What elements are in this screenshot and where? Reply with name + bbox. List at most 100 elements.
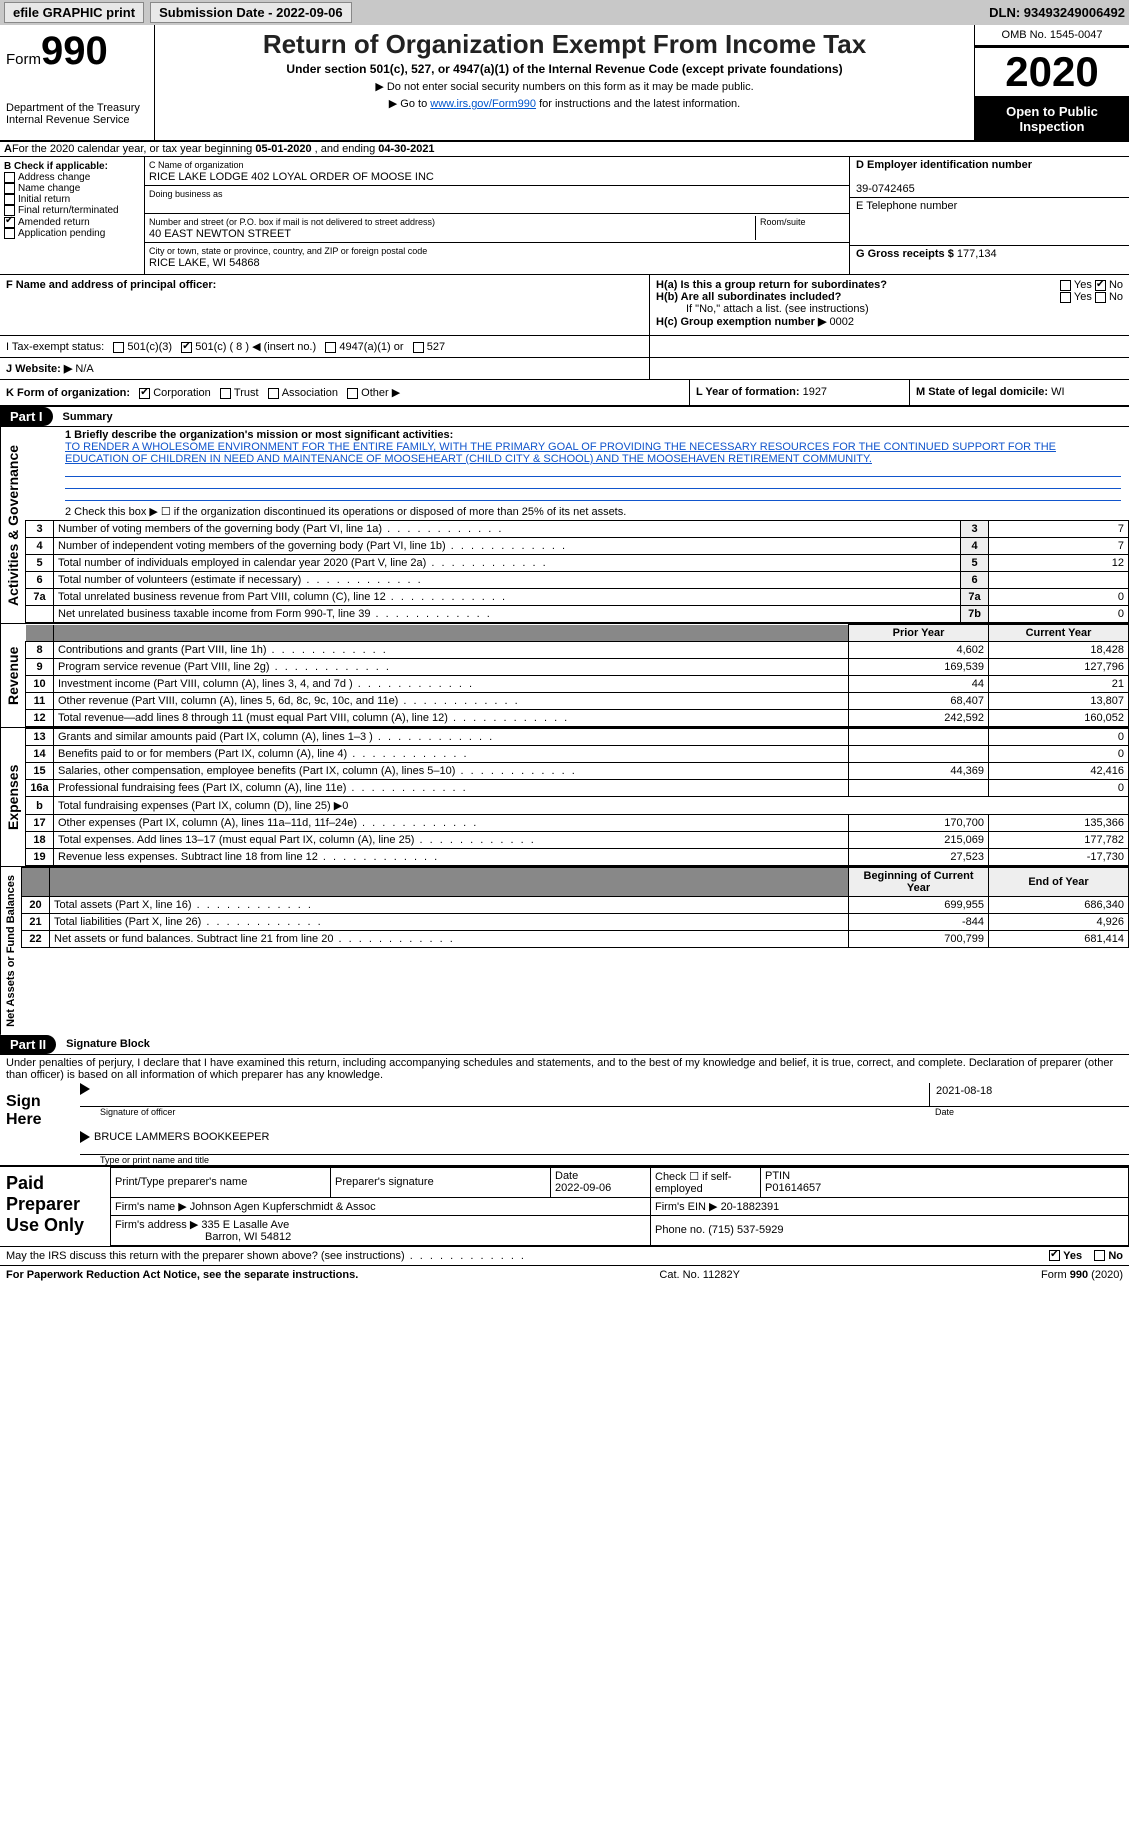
b-checkbox-4[interactable] — [4, 217, 15, 228]
ha-yes-checkbox[interactable] — [1060, 280, 1071, 291]
i-checkbox-0[interactable] — [113, 342, 124, 353]
footer-right: Form 990 (2020) — [1041, 1269, 1123, 1281]
sig-date: 2021-08-18 — [929, 1083, 1129, 1106]
b-checkbox-1[interactable] — [4, 183, 15, 194]
website-value: N/A — [75, 363, 93, 375]
expenses-table: 13Grants and similar amounts paid (Part … — [25, 728, 1129, 866]
dept-treasury: Department of the Treasury — [6, 102, 148, 114]
ein-value: 39-0742465 — [856, 183, 915, 195]
paid-preparer-table: Print/Type preparer's name Preparer's si… — [110, 1167, 1129, 1246]
section-c-identity: C Name of organization RICE LAKE LODGE 4… — [145, 157, 849, 274]
discuss-row: May the IRS discuss this return with the… — [0, 1246, 1129, 1265]
footer-left: For Paperwork Reduction Act Notice, see … — [6, 1269, 358, 1281]
k-checkbox-2[interactable] — [268, 388, 279, 399]
k-checkbox-1[interactable] — [220, 388, 231, 399]
submission-date-button[interactable]: Submission Date - 2022-09-06 — [150, 2, 352, 23]
irs-label: Internal Revenue Service — [6, 114, 148, 126]
section-i: I Tax-exempt status: 501(c)(3) 501(c) ( … — [0, 335, 1129, 357]
j-label: J Website: ▶ — [6, 363, 72, 375]
form-note-ssn: ▶ Do not enter social security numbers o… — [163, 80, 966, 93]
i-checkbox-3[interactable] — [413, 342, 424, 353]
l-value: 1927 — [803, 386, 827, 398]
hb-note: If "No," attach a list. (see instruction… — [656, 303, 1123, 315]
dba-label: Doing business as — [149, 189, 223, 199]
page-footer: For Paperwork Reduction Act Notice, see … — [0, 1265, 1129, 1284]
section-deg: D Employer identification number 39-0742… — [849, 157, 1129, 274]
i-checkbox-1[interactable] — [181, 342, 192, 353]
hb-label: H(b) Are all subordinates included? — [656, 291, 841, 303]
section-j: J Website: ▶ N/A — [0, 357, 1129, 379]
sig-date-label: Date — [929, 1107, 1129, 1131]
tax-year: 2020 — [975, 46, 1129, 98]
jurat-text: Under penalties of perjury, I declare th… — [0, 1055, 1129, 1083]
form-note-link: ▶ Go to www.irs.gov/Form990 for instruct… — [163, 97, 966, 110]
section-klm: K Form of organization: Corporation Trus… — [0, 379, 1129, 407]
k-label: K Form of organization: — [6, 387, 130, 399]
sign-here-block: Sign Here 2021-08-18 Signature of office… — [0, 1083, 1129, 1165]
part1-header: Part I Summary — [0, 407, 1129, 427]
mission-text: TO RENDER A WHOLESOME ENVIRONMENT FOR TH… — [65, 441, 1056, 465]
i-checkbox-2[interactable] — [325, 342, 336, 353]
discuss-yes-checkbox[interactable] — [1049, 1250, 1060, 1261]
i-label: I Tax-exempt status: — [6, 341, 104, 353]
b-checkbox-0[interactable] — [4, 172, 15, 183]
room-label: Room/suite — [760, 217, 806, 227]
discuss-no-checkbox[interactable] — [1094, 1250, 1105, 1261]
efile-topbar: efile GRAPHIC print Submission Date - 20… — [0, 0, 1129, 25]
org-name: RICE LAKE LODGE 402 LOYAL ORDER OF MOOSE… — [149, 171, 434, 183]
triangle-icon — [80, 1131, 90, 1143]
section-a-tax-year: AFor the 2020 calendar year, or tax year… — [0, 142, 1129, 157]
form-number: Form990 — [6, 29, 148, 74]
sign-here-label: Sign Here — [0, 1083, 80, 1165]
tab-activities-governance: Activities & Governance — [0, 427, 25, 623]
governance-table: 3Number of voting members of the governi… — [25, 520, 1129, 623]
hb-no-checkbox[interactable] — [1095, 292, 1106, 303]
tab-expenses: Expenses — [0, 728, 25, 866]
revenue-table: Prior YearCurrent Year8Contributions and… — [25, 624, 1129, 727]
officer-name-title: BRUCE LAMMERS BOOKKEEPER — [94, 1131, 269, 1154]
dln-label: DLN: 93493249006492 — [989, 5, 1125, 20]
gross-receipts-label: G Gross receipts $ — [856, 248, 954, 260]
ein-label: D Employer identification number — [856, 159, 1032, 171]
hc-label: H(c) Group exemption number ▶ — [656, 316, 826, 328]
tab-net-assets: Net Assets or Fund Balances — [0, 867, 21, 1035]
tab-revenue: Revenue — [0, 624, 25, 727]
phone-label: E Telephone number — [856, 200, 957, 212]
irs-link[interactable]: www.irs.gov/Form990 — [430, 98, 536, 110]
section-fh: F Name and address of principal officer:… — [0, 275, 1129, 335]
net-assets-table: Beginning of Current YearEnd of Year20To… — [21, 867, 1129, 948]
k-checkbox-0[interactable] — [139, 388, 150, 399]
gross-receipts-value: 177,134 — [957, 248, 997, 260]
city-value: RICE LAKE, WI 54868 — [149, 257, 260, 269]
b-checkbox-5[interactable] — [4, 228, 15, 239]
c-name-label: C Name of organization — [149, 160, 244, 170]
name-title-label: Type or print name and title — [80, 1155, 1129, 1165]
b-checkbox-2[interactable] — [4, 194, 15, 205]
hc-value: 0002 — [829, 316, 853, 328]
q1-label: 1 Briefly describe the organization's mi… — [65, 429, 453, 441]
f-value — [6, 291, 643, 331]
k-checkbox-3[interactable] — [347, 388, 358, 399]
ha-label: H(a) Is this a group return for subordin… — [656, 279, 887, 291]
paid-preparer-label: Paid Preparer Use Only — [0, 1167, 110, 1246]
sig-officer-label: Signature of officer — [80, 1107, 929, 1131]
f-label: F Name and address of principal officer: — [6, 279, 216, 291]
efile-print-button[interactable]: efile GRAPHIC print — [4, 2, 144, 23]
triangle-icon — [80, 1083, 90, 1095]
form-title: Return of Organization Exempt From Incom… — [163, 29, 966, 60]
hb-yes-checkbox[interactable] — [1060, 292, 1071, 303]
m-value: WI — [1051, 386, 1064, 398]
omb-number: OMB No. 1545-0047 — [975, 25, 1129, 46]
part2-header: Part II Signature Block — [0, 1035, 1129, 1055]
street-value: 40 EAST NEWTON STREET — [149, 228, 291, 240]
form-subtitle: Under section 501(c), 527, or 4947(a)(1)… — [163, 62, 966, 76]
street-label: Number and street (or P.O. box if mail i… — [149, 217, 435, 227]
m-label: M State of legal domicile: — [916, 386, 1048, 398]
l-label: L Year of formation: — [696, 386, 800, 398]
ha-no-checkbox[interactable] — [1095, 280, 1106, 291]
q2-text: 2 Check this box ▶ ☐ if the organization… — [25, 503, 1129, 520]
form-header: Form990 Department of the Treasury Inter… — [0, 25, 1129, 142]
section-b-checkboxes: B Check if applicable: Address changeNam… — [0, 157, 145, 274]
paid-preparer-block: Paid Preparer Use Only Print/Type prepar… — [0, 1165, 1129, 1246]
open-to-public: Open to Public Inspection — [975, 98, 1129, 140]
